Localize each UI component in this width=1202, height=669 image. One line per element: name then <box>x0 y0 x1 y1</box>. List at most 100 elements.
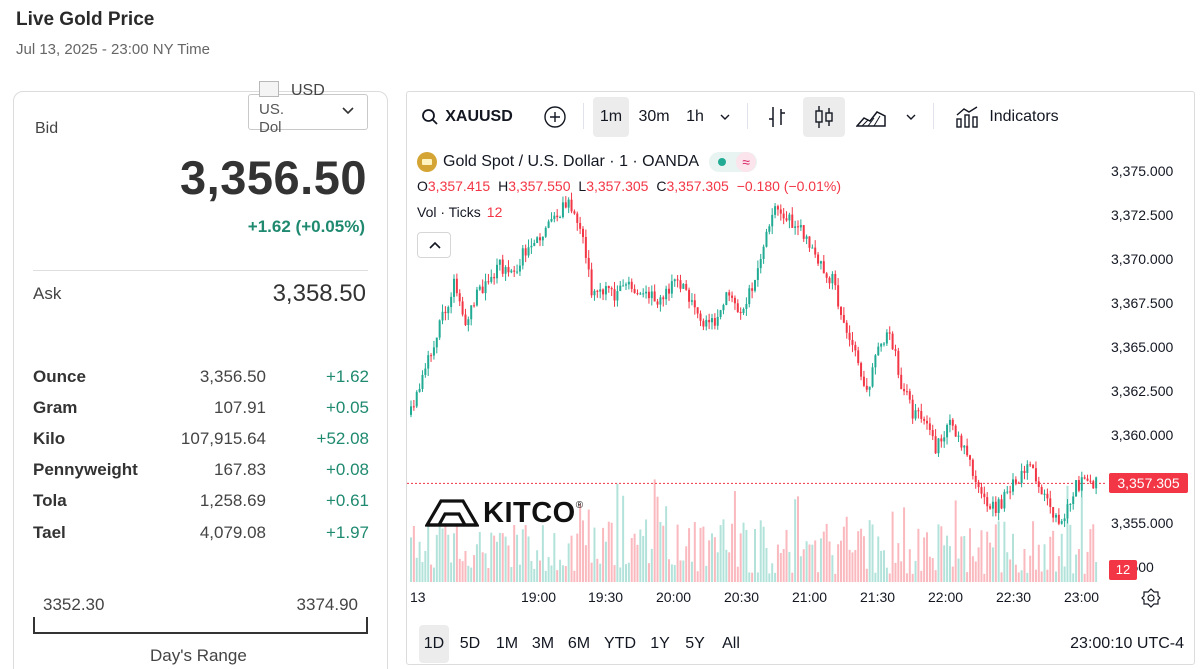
range-1m-button[interactable]: 1M <box>495 635 519 652</box>
interval-30m[interactable]: 30m <box>638 108 670 125</box>
volume-bar <box>920 570 923 582</box>
symbol-search-button[interactable]: XAUUSD <box>415 97 519 137</box>
candle-body <box>825 273 828 278</box>
range-5d-button[interactable]: 5D <box>459 635 481 652</box>
candle-body <box>908 391 911 400</box>
volume-bar <box>794 499 797 582</box>
candle-body <box>582 228 584 238</box>
volume-bar <box>885 567 888 582</box>
candle-body <box>690 300 693 302</box>
interval-dropdown-button[interactable] <box>713 97 737 137</box>
range-1d-button[interactable]: 1D <box>419 625 449 663</box>
candle-body <box>851 339 854 345</box>
candle-body <box>564 202 567 208</box>
area-chart-icon <box>856 111 886 127</box>
bar-chart-type-button[interactable] <box>759 97 795 137</box>
volume-bar <box>923 537 926 582</box>
candle-body <box>705 319 708 327</box>
range-6m-button[interactable]: 6M <box>567 635 591 652</box>
volume-bar <box>791 572 794 582</box>
candle-body <box>553 215 556 219</box>
volume-bar <box>905 573 908 582</box>
volume-bar <box>926 532 928 582</box>
volume-bar <box>989 542 992 582</box>
candle-body <box>642 293 645 295</box>
candle-body <box>1077 480 1080 491</box>
market-open-dot-icon <box>718 158 727 166</box>
candle-body <box>894 349 897 351</box>
candle-body <box>688 289 691 302</box>
candle-body <box>725 292 728 305</box>
volume-bar <box>756 572 759 582</box>
volume-bar <box>455 523 458 582</box>
volume-bar <box>711 533 713 582</box>
volume-bar <box>447 534 450 582</box>
candle-body <box>427 355 430 369</box>
candle-body <box>808 236 811 248</box>
chart-legend-title: Gold Spot / U.S. Dollar · 1 · OANDA ≈ <box>417 150 758 174</box>
volume-bar <box>493 535 496 582</box>
volume-bar <box>410 537 412 582</box>
candle-body <box>590 269 593 296</box>
volume-bar <box>458 558 461 582</box>
legend-status-pill[interactable]: ≈ <box>709 152 758 172</box>
volume-bar <box>748 572 751 582</box>
indicators-button[interactable]: Indicators <box>945 97 1069 137</box>
collapse-legend-button[interactable] <box>417 232 451 258</box>
range-5y-button[interactable]: 5Y <box>685 635 705 652</box>
candle-body <box>1009 491 1012 493</box>
volume-bar <box>685 546 688 582</box>
volume-bar <box>604 541 607 582</box>
candle-body <box>1023 470 1026 473</box>
volume-bar <box>751 572 754 582</box>
interval-1m[interactable]: 1m <box>593 97 629 137</box>
volume-layer <box>410 479 1098 582</box>
candle-body <box>570 199 573 212</box>
candle-body <box>599 289 602 292</box>
candle-body <box>516 271 519 273</box>
candle-body <box>722 304 725 311</box>
candles-chart-type-button[interactable] <box>803 97 845 137</box>
volume-bar <box>1075 554 1078 582</box>
volume-bar <box>633 533 636 582</box>
volume-bar <box>805 541 808 582</box>
chart-settings-icon[interactable] <box>1141 588 1161 608</box>
price-tick: 3,355.000 <box>1111 515 1174 531</box>
price-chart[interactable] <box>407 140 1195 640</box>
volume-bar <box>934 570 937 582</box>
volume-bar <box>785 529 788 582</box>
volume-bar <box>733 491 736 582</box>
interval-1h[interactable]: 1h <box>686 108 704 125</box>
currency-select[interactable]: US. Dol USD <box>248 81 368 136</box>
candle-body <box>759 259 762 269</box>
volume-bar <box>1063 566 1066 582</box>
volume-bar <box>579 503 582 582</box>
range-ytd-button[interactable]: YTD <box>604 635 636 652</box>
range-1y-button[interactable]: 1Y <box>650 635 670 652</box>
volume-bar <box>1052 530 1055 582</box>
indicators-label: Indicators <box>989 108 1059 125</box>
volume-label: Vol · Ticks <box>417 204 481 220</box>
range-3m-button[interactable]: 3M <box>531 635 555 652</box>
compare-symbol-button[interactable] <box>539 97 571 137</box>
unit-name: Kilo <box>33 428 66 448</box>
volume-bar <box>473 555 476 582</box>
volume-bar <box>877 536 880 582</box>
close-value: 3,357.305 <box>666 178 729 194</box>
range-all-button[interactable]: All <box>722 635 740 652</box>
candle-body <box>885 332 888 344</box>
volume-bar <box>696 571 699 582</box>
volume-bar <box>954 500 957 582</box>
high-label: H <box>498 178 509 194</box>
candle-body <box>475 289 478 306</box>
volume-bar <box>490 532 493 582</box>
chart-type-dropdown-button[interactable] <box>899 97 923 137</box>
range-selector: 1D 5D 1M 3M 6M YTD 1Y 5Y All 23:00:10 UT… <box>407 618 1194 664</box>
volume-bar <box>622 495 625 582</box>
candle-body <box>1046 493 1049 499</box>
candle-body <box>797 226 799 228</box>
area-chart-type-button[interactable] <box>851 97 891 137</box>
volume-bar <box>541 525 544 582</box>
volume-bar <box>470 567 473 582</box>
time-tick: 20:00 <box>656 589 692 605</box>
